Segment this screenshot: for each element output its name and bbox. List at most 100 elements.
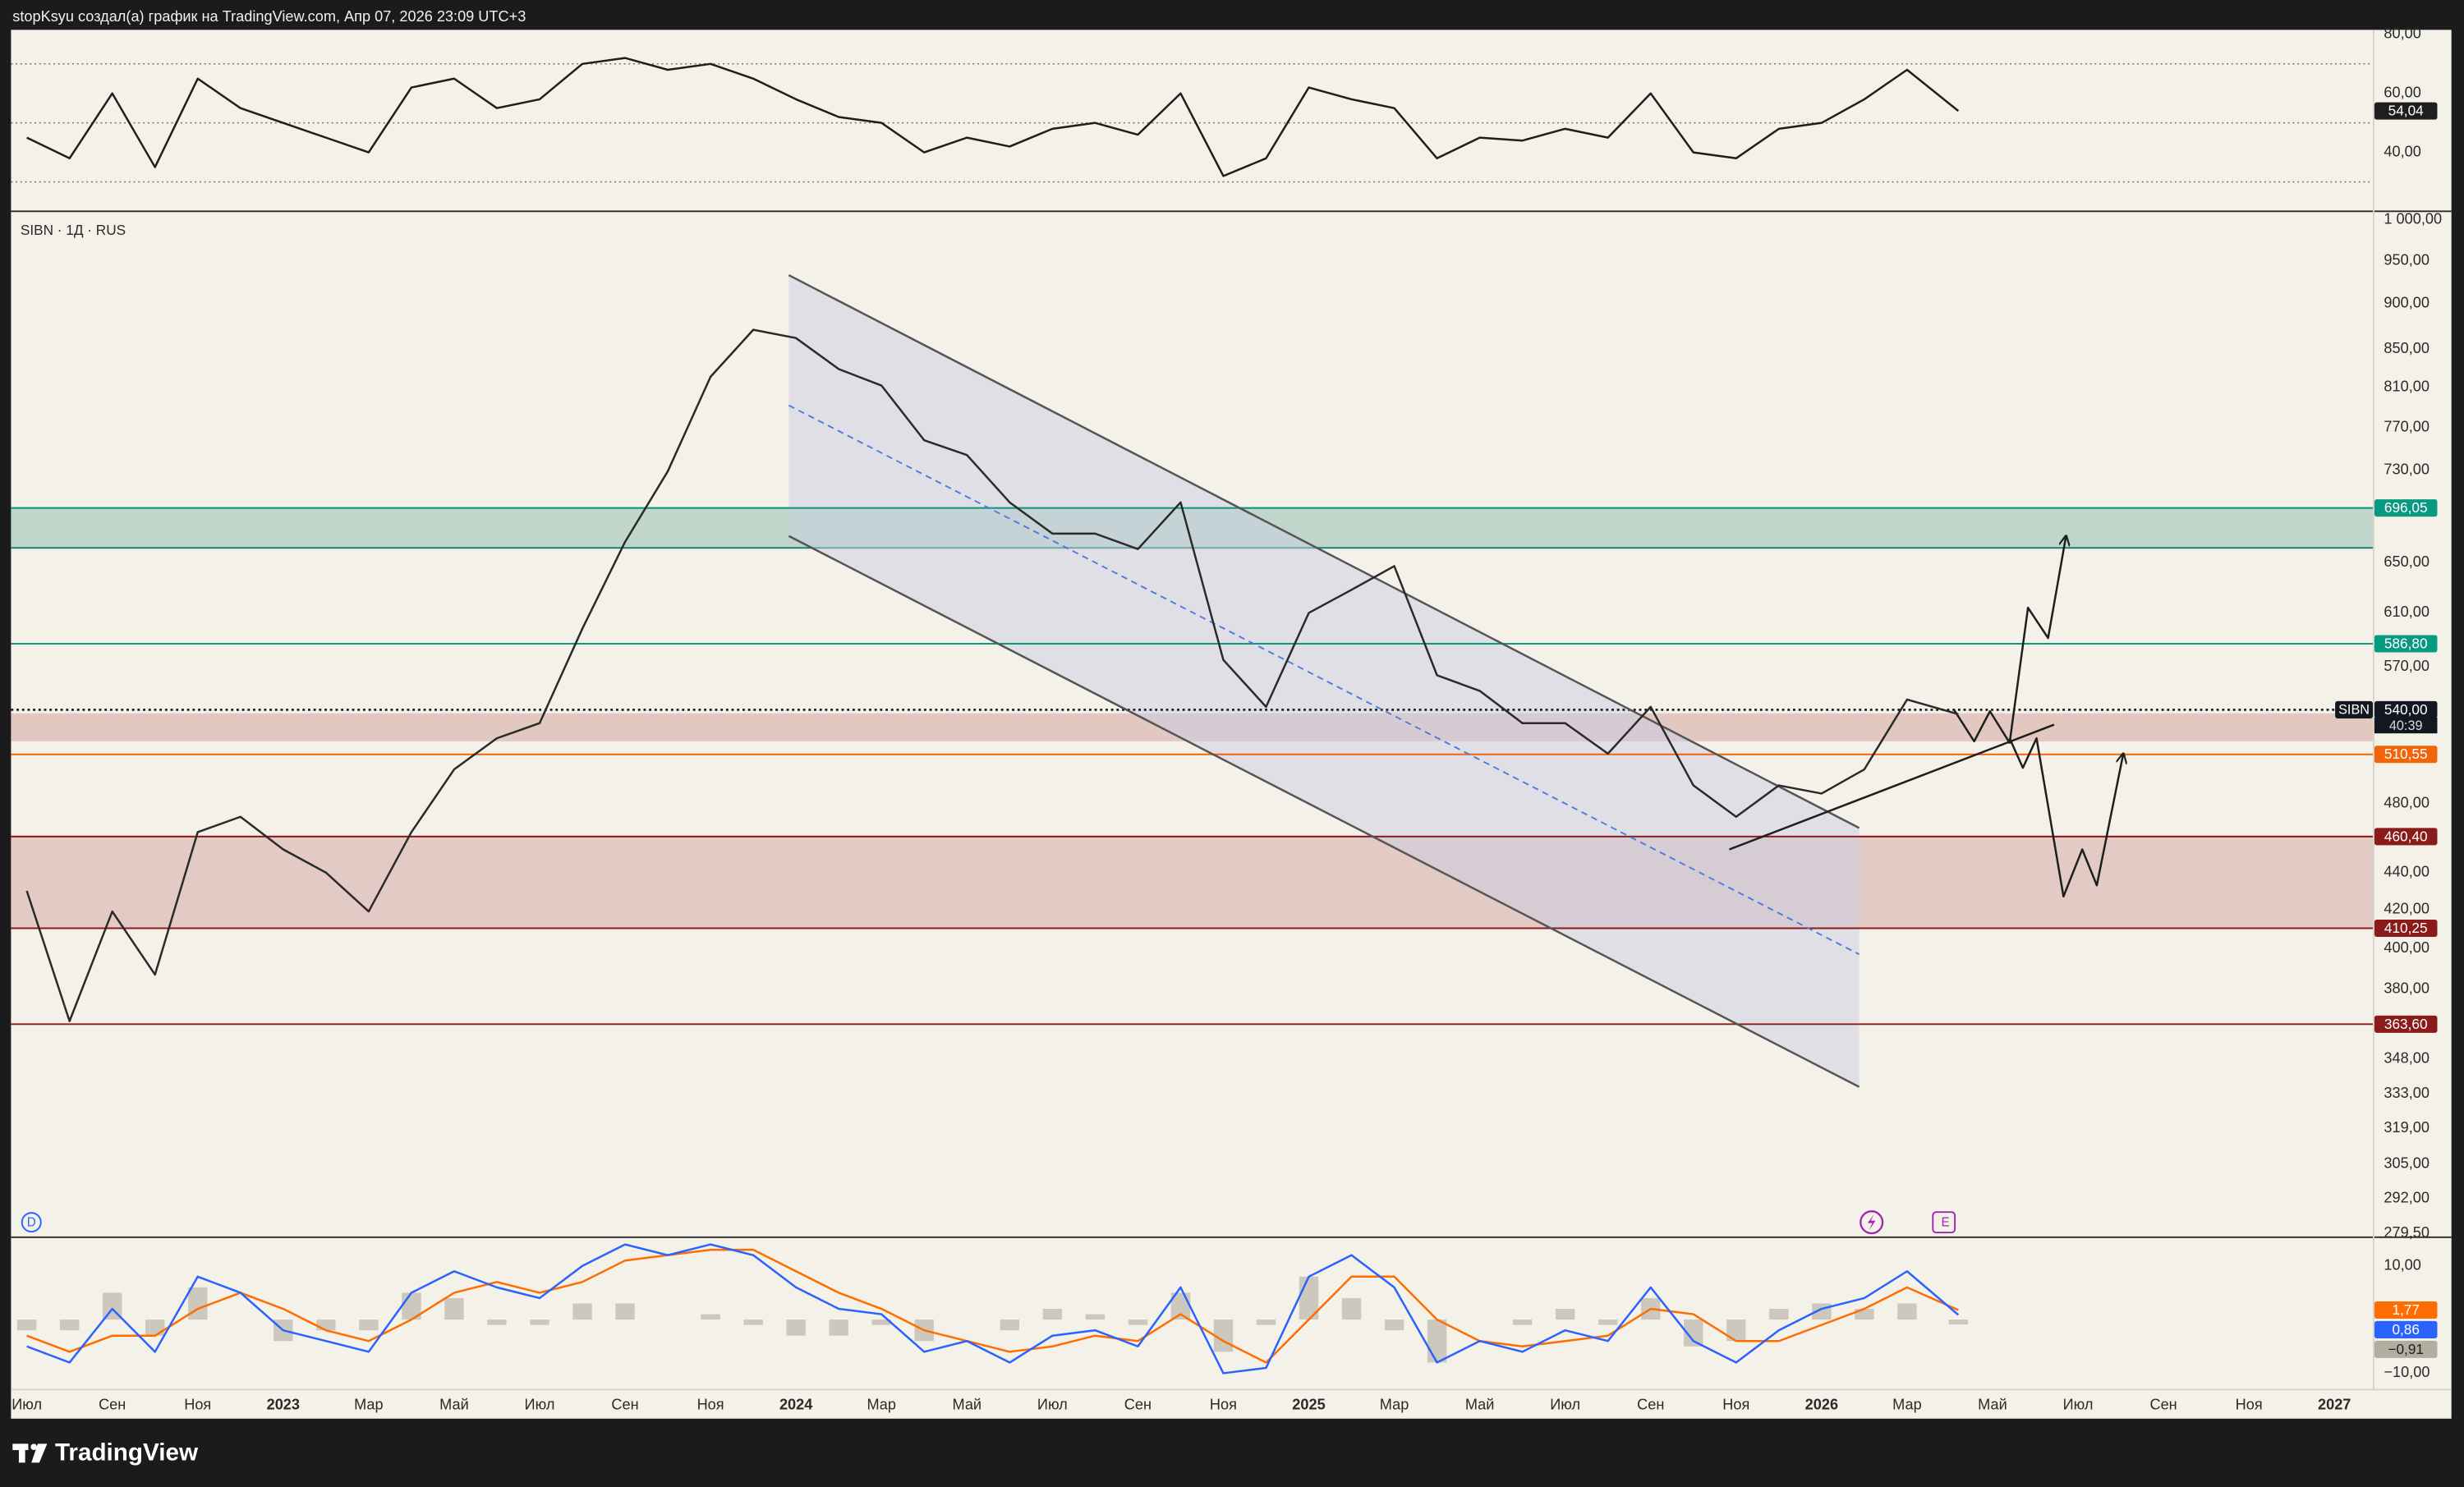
x-tick-label: 2025 [1292, 1396, 1325, 1412]
histogram-bar [1897, 1303, 1917, 1320]
histogram-bar [701, 1314, 720, 1320]
x-tick-label: Ноя [184, 1396, 211, 1412]
countdown-box [2374, 718, 2438, 734]
level-label: 460,40 [2384, 828, 2428, 844]
x-tick-label: Сен [1124, 1396, 1152, 1412]
symbol-tag-box [2335, 700, 2374, 718]
y-tick-label: 770,00 [2384, 419, 2430, 435]
histogram-bar [316, 1319, 336, 1331]
earnings-marker: E [1932, 1211, 1956, 1233]
y-tick-label: 810,00 [2384, 379, 2430, 395]
y-tick-label: 440,00 [2384, 864, 2430, 880]
histogram-bar [786, 1319, 806, 1336]
marker-box [1932, 1211, 1956, 1233]
x-tick-label: Июл [525, 1396, 555, 1412]
y-tick-label: 1 000,00 [2384, 211, 2442, 227]
x-tick-label: Май [1978, 1396, 2007, 1412]
x-tick-label: 2027 [2318, 1396, 2351, 1412]
y-tick-label: 60,00 [2384, 85, 2420, 101]
histogram-bar [1512, 1319, 1533, 1325]
marker-circle [21, 1212, 42, 1233]
histogram-bar [829, 1319, 848, 1336]
histogram-bar [1769, 1309, 1789, 1320]
histogram-bar [188, 1287, 208, 1320]
x-tick-label: 2023 [267, 1396, 300, 1412]
histogram-bar [1948, 1319, 1969, 1325]
forecast-arrow [1953, 536, 2066, 744]
trend-line [788, 273, 1860, 829]
panel [16, 1243, 1969, 1375]
histogram-bar [530, 1319, 549, 1325]
value-label: 0,86 [2392, 1321, 2419, 1338]
level-label-box [2374, 635, 2438, 653]
histogram-bar [1256, 1319, 1276, 1325]
histogram-bar [1085, 1314, 1106, 1320]
histogram-bar [1427, 1319, 1447, 1363]
level-label-box [2374, 499, 2438, 517]
y-tick-label: 40,00 [2384, 143, 2420, 159]
trend-line [788, 535, 1860, 1088]
value-label-box [2374, 1340, 2438, 1358]
zone [11, 836, 2374, 929]
histogram-bar [572, 1303, 592, 1320]
x-tick-label: Июл [1037, 1396, 1068, 1412]
y-tick-label: 420,00 [2384, 901, 2430, 917]
y-tick-label: 305,00 [2384, 1154, 2430, 1171]
footer-logo [12, 1443, 48, 1463]
histogram-bar [16, 1319, 37, 1331]
x-tick-label: Май [952, 1396, 981, 1412]
trend-line [1729, 723, 2055, 851]
y-tick-label: 570,00 [2384, 658, 2430, 674]
histogram-bar [1555, 1309, 1575, 1320]
value-label-box [2374, 102, 2438, 120]
series-line [26, 1243, 1960, 1375]
histogram-bar [359, 1319, 379, 1331]
x-tick-label: Сен [2149, 1396, 2177, 1412]
histogram-bar [1170, 1292, 1191, 1320]
level-label-box [2374, 700, 2438, 718]
level-label-box [2374, 828, 2438, 846]
marker-label: E [1942, 1216, 1950, 1230]
x-tick-label: Мар [867, 1396, 896, 1412]
y-tick-label: 333,00 [2384, 1085, 2430, 1101]
level-label: 363,60 [2384, 1016, 2428, 1032]
x-tick-label: Мар [354, 1396, 384, 1412]
logo-part [18, 1443, 25, 1463]
level-label: 696,05 [2384, 499, 2428, 516]
level-label: 410,25 [2384, 920, 2428, 936]
chart-title: SIBN · 1Д · RUS [21, 222, 126, 238]
x-tick-label: Мар [1380, 1396, 1409, 1412]
forecast-arrow [2008, 737, 2123, 897]
y-tick-label: 10,00 [2384, 1257, 2420, 1274]
histogram-bar [1384, 1319, 1404, 1331]
y-tick-label: 279,50 [2384, 1224, 2430, 1241]
x-tick-label: Ноя [697, 1396, 724, 1412]
x-tick-label: Июл [1550, 1396, 1580, 1412]
symbol-tag: SIBN [2338, 703, 2370, 718]
y-tick-label: 650,00 [2384, 553, 2430, 570]
value-label: 1,77 [2392, 1301, 2419, 1318]
histogram-bar [444, 1297, 464, 1320]
y-tick-label: 292,00 [2384, 1189, 2430, 1205]
series-line [26, 57, 1960, 177]
x-tick-label: Ноя [1722, 1396, 1749, 1412]
x-tick-label: 2024 [779, 1396, 812, 1412]
series-line [26, 1248, 1959, 1364]
histogram-bar [487, 1319, 507, 1325]
y-tick-label: 400,00 [2384, 939, 2430, 956]
logo-part [31, 1443, 48, 1463]
y-tick-label: 380,00 [2384, 980, 2430, 996]
histogram-bar [1128, 1319, 1148, 1325]
value-label-box [2374, 1320, 2438, 1338]
value-label: 54,04 [2388, 103, 2424, 119]
level-label-box [2374, 1015, 2438, 1033]
x-tick-label: Сен [99, 1396, 126, 1412]
level-label: 510,55 [2384, 746, 2428, 762]
level-label: 540,00 [2384, 701, 2428, 718]
histogram-bar [59, 1319, 80, 1331]
value-label: −0,91 [2388, 1341, 2424, 1357]
x-tick-label: Мар [1892, 1396, 1922, 1412]
lightning-marker [1859, 1210, 1884, 1235]
marker-circle [1859, 1210, 1884, 1235]
histogram-bar [1000, 1319, 1020, 1331]
